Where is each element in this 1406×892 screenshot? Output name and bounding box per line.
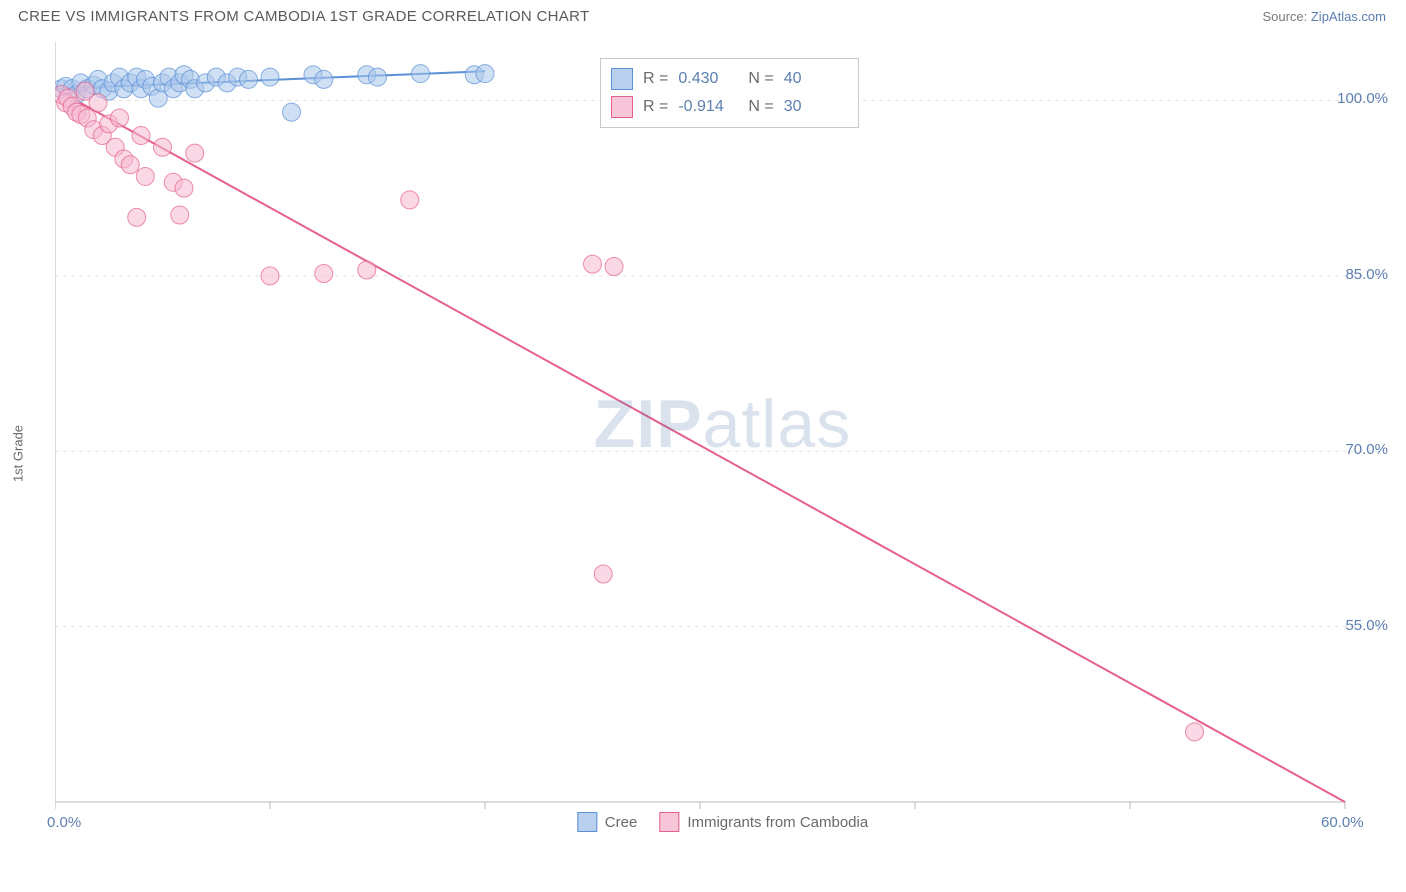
y-tick-label: 55.0% [1345,617,1388,634]
scatter-chart [55,42,1390,837]
legend-item: Cree [577,812,638,832]
source-attribution: Source: ZipAtlas.com [1262,9,1386,24]
legend-label: Immigrants from Cambodia [687,814,868,831]
chart-title: CREE VS IMMIGRANTS FROM CAMBODIA 1ST GRA… [18,8,589,25]
stats-n-label: N = [748,65,773,93]
legend-swatch [659,812,679,832]
x-tick-label: 60.0% [1321,814,1364,831]
source-prefix: Source: [1262,9,1310,24]
source-link[interactable]: ZipAtlas.com [1311,9,1386,24]
stats-swatch [611,96,633,118]
chart-header: CREE VS IMMIGRANTS FROM CAMBODIA 1ST GRA… [0,0,1406,33]
stats-swatch [611,68,633,90]
chart-container: ZIPatlas R =0.430N =40R =-0.914N =30 Cre… [55,42,1390,837]
series-legend: Cree Immigrants from Cambodia [577,812,868,832]
legend-item: Immigrants from Cambodia [659,812,868,832]
stats-r-label: R = [643,65,668,93]
y-tick-label: 100.0% [1337,90,1388,107]
stats-r-value: -0.914 [678,93,738,121]
y-tick-label: 70.0% [1345,441,1388,458]
legend-swatch [577,812,597,832]
y-axis-label: 1st Grade [11,425,26,482]
stats-r-value: 0.430 [678,65,738,93]
stats-n-value: 40 [784,65,844,93]
stats-n-value: 30 [784,93,844,121]
x-tick-label: 0.0% [47,814,81,831]
stats-n-label: N = [748,93,773,121]
stats-r-label: R = [643,93,668,121]
correlation-stats-box: R = 0.430 N = 40 R = -0.914 N = 30 [600,58,859,128]
stats-row: R = -0.914 N = 30 [611,93,844,121]
legend-label: Cree [605,814,638,831]
y-tick-label: 85.0% [1345,266,1388,283]
stats-row: R = 0.430 N = 40 [611,65,844,93]
